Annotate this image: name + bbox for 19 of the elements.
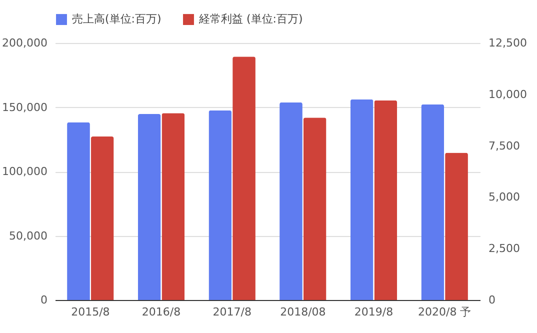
y2-tick-label: 5,000 bbox=[488, 190, 520, 204]
y-tick-label: 200,000 bbox=[2, 36, 48, 50]
y2-tick-label: 7,500 bbox=[488, 139, 520, 152]
y2-tick-label: 2,500 bbox=[488, 242, 520, 256]
y-tick-label: 50,000 bbox=[9, 229, 48, 242]
y-tick-label: 0 bbox=[40, 294, 48, 306]
x-tick-label: 2018/08 bbox=[280, 306, 326, 318]
y-tick-label: 100,000 bbox=[2, 165, 48, 178]
y2-tick-label: 10,000 bbox=[488, 88, 527, 101]
y-tick-label: 150,000 bbox=[2, 100, 48, 114]
y2-tick-label: 0 bbox=[488, 294, 496, 306]
x-tick-label: 2015/8 bbox=[71, 306, 110, 318]
y2-tick-label: 12,500 bbox=[488, 36, 527, 50]
x-tick-label: 2016/8 bbox=[142, 306, 181, 318]
x-tick-label: 2020/8 予 bbox=[418, 306, 472, 318]
x-tick-label: 2017/8 bbox=[212, 306, 252, 318]
x-tick-label: 2019/8 bbox=[354, 306, 394, 318]
legend-label: 売上高(単位:百万) bbox=[72, 12, 162, 26]
legend-label: 経常利益 (単位:百万) bbox=[198, 12, 303, 26]
